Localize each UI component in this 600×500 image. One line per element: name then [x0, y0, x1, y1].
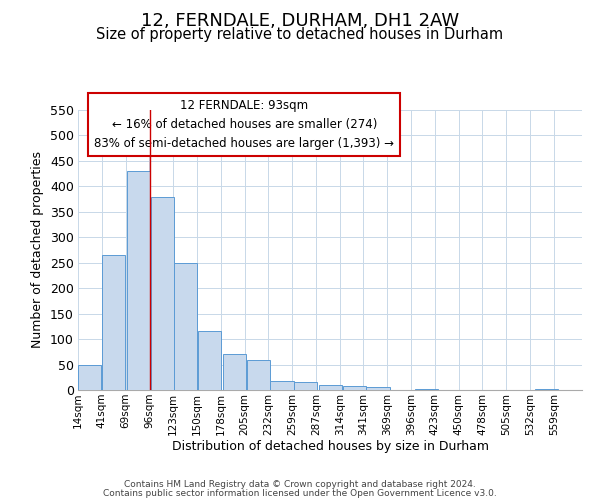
Bar [367, 388, 389, 390]
Y-axis label: Number of detached properties: Number of detached properties [31, 152, 44, 348]
Bar [343, 386, 366, 390]
Bar [415, 389, 438, 390]
Bar [198, 332, 221, 390]
Text: 12, FERNDALE, DURHAM, DH1 2AW: 12, FERNDALE, DURHAM, DH1 2AW [141, 12, 459, 30]
Text: Size of property relative to detached houses in Durham: Size of property relative to detached ho… [97, 28, 503, 42]
Bar [271, 381, 293, 390]
Text: Contains public sector information licensed under the Open Government Licence v3: Contains public sector information licen… [103, 489, 497, 498]
Bar [127, 171, 150, 390]
Bar [79, 364, 101, 390]
Bar [151, 196, 173, 390]
Bar [294, 382, 317, 390]
Bar [175, 262, 197, 390]
Bar [247, 360, 270, 390]
Text: 12 FERNDALE: 93sqm
← 16% of detached houses are smaller (274)
83% of semi-detach: 12 FERNDALE: 93sqm ← 16% of detached hou… [94, 99, 394, 150]
Bar [223, 354, 246, 390]
Bar [319, 385, 342, 390]
X-axis label: Distribution of detached houses by size in Durham: Distribution of detached houses by size … [172, 440, 488, 454]
Bar [535, 389, 558, 390]
Bar [102, 255, 125, 390]
Text: Contains HM Land Registry data © Crown copyright and database right 2024.: Contains HM Land Registry data © Crown c… [124, 480, 476, 489]
